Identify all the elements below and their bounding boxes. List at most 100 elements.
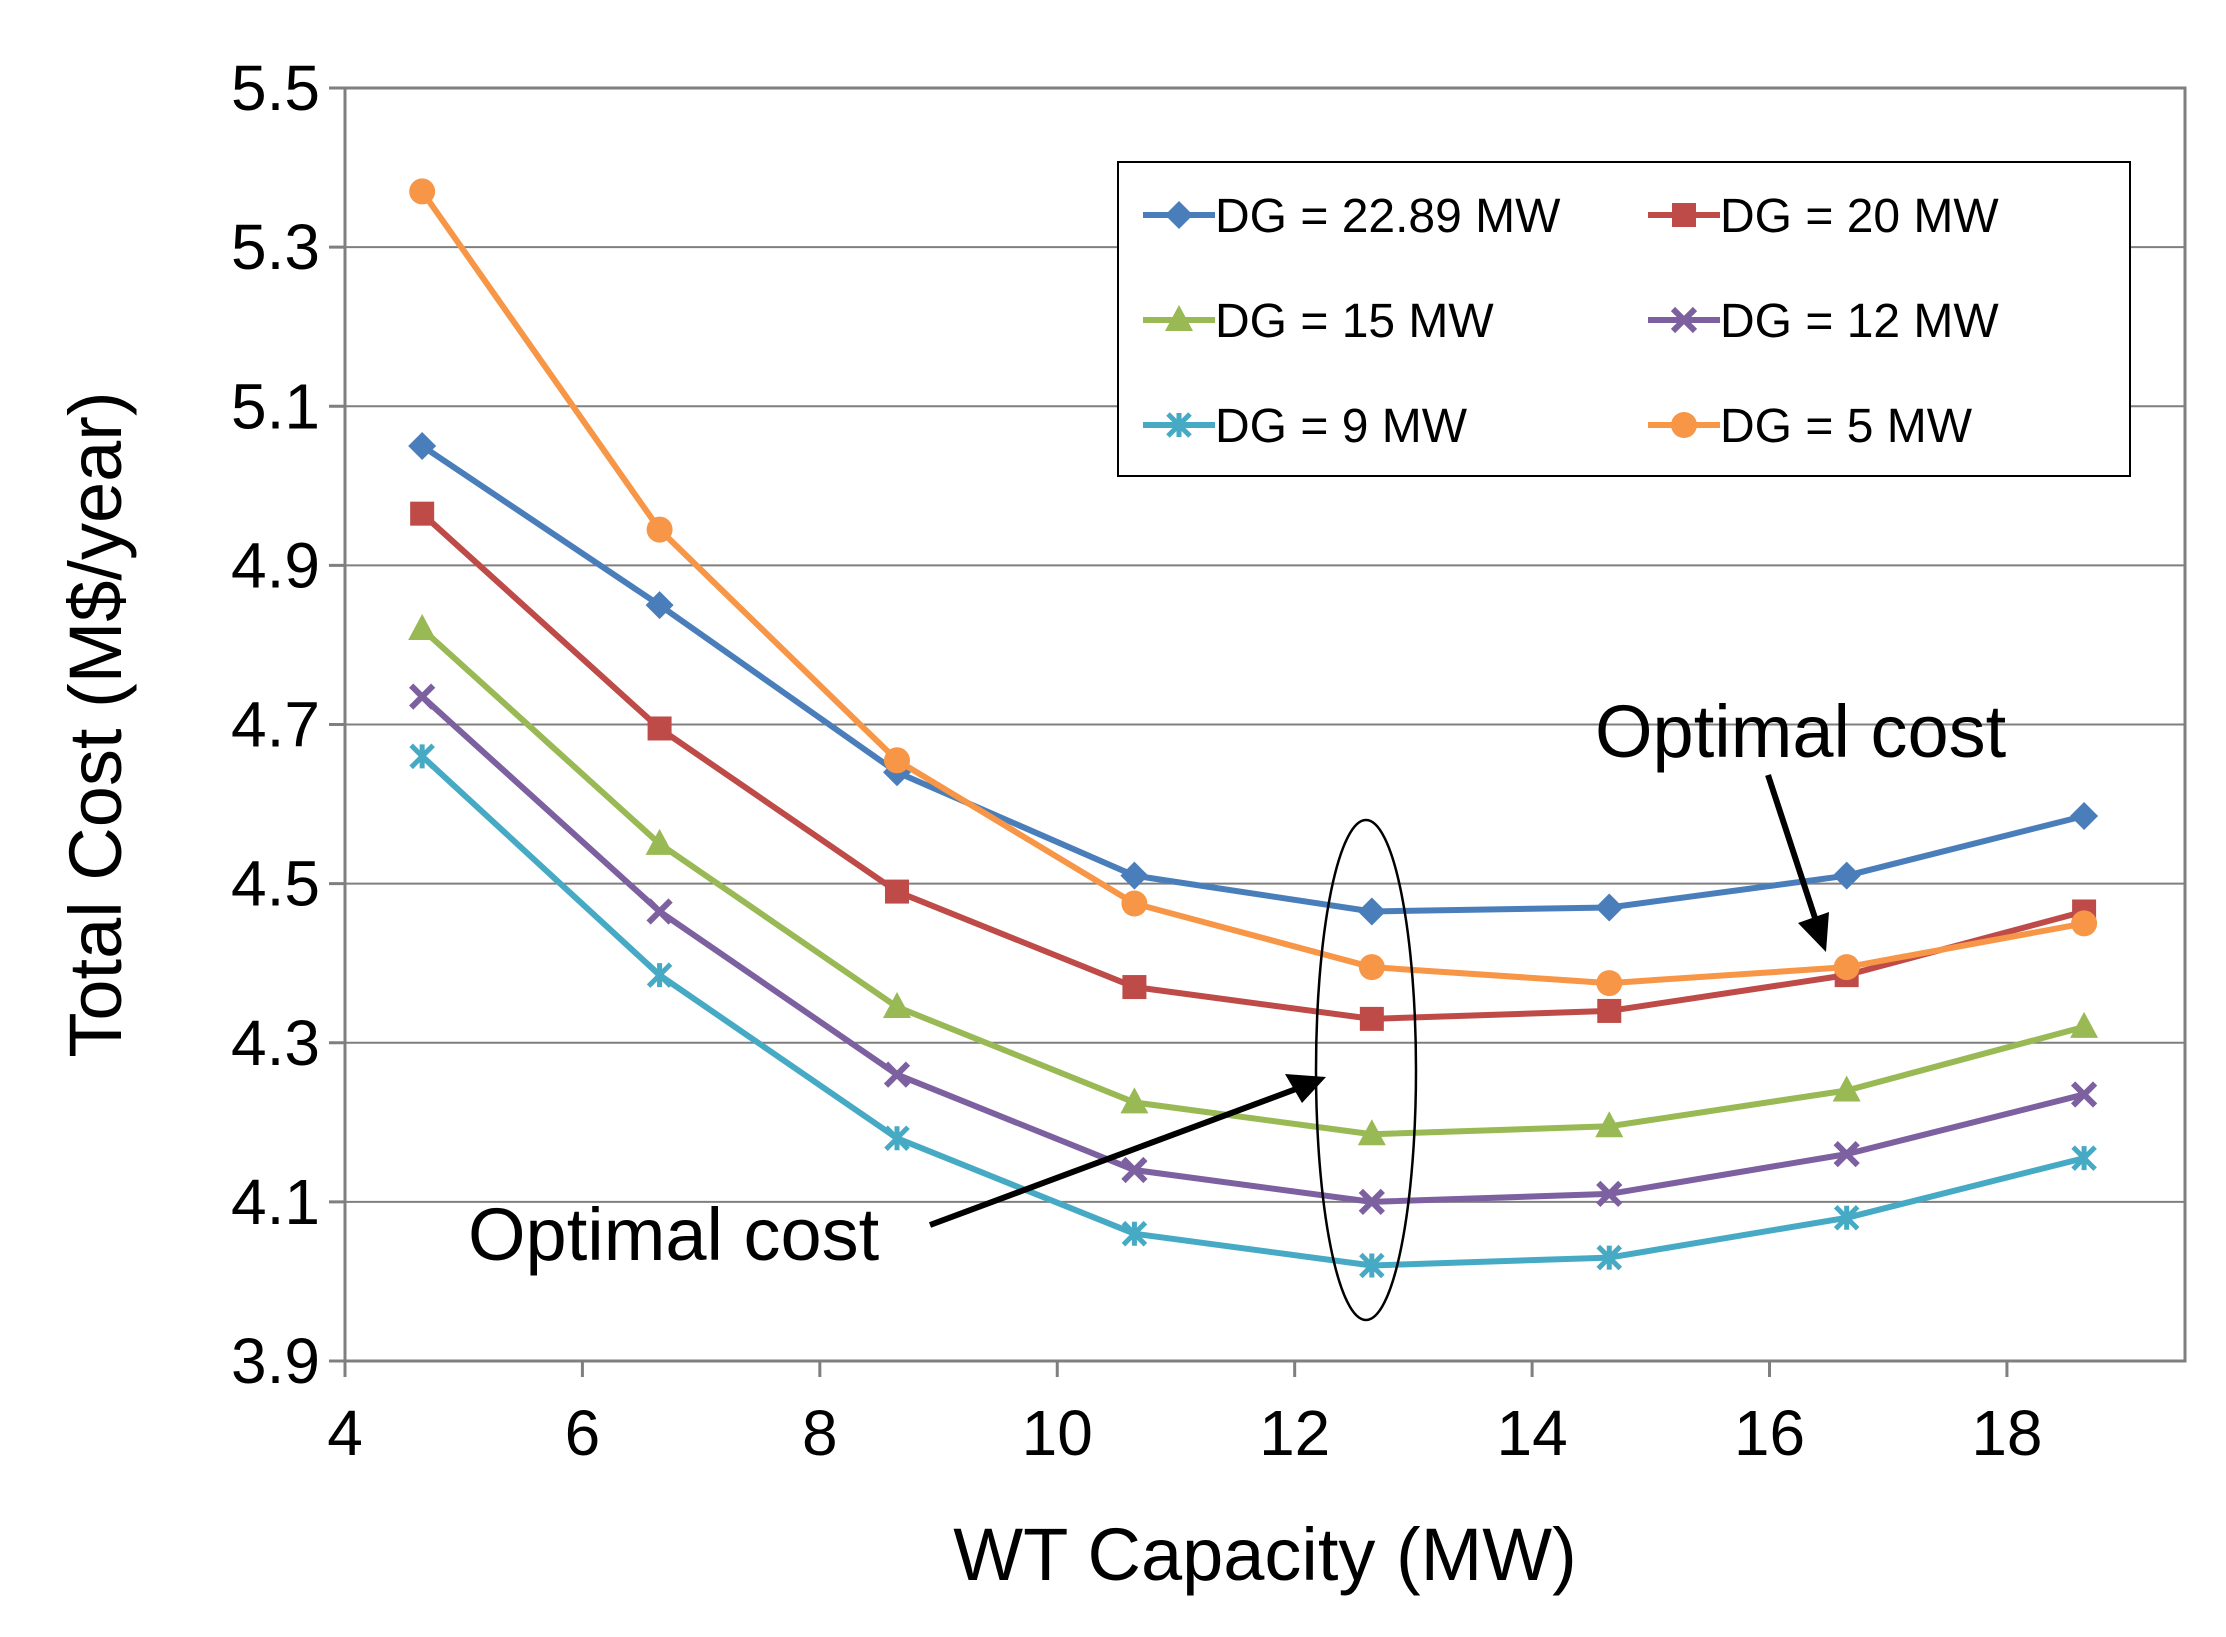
series-dg-22-89-mw	[408, 432, 2099, 926]
series-line	[420, 694, 2085, 1205]
legend-marker	[1670, 306, 1698, 334]
data-point-x	[883, 1061, 911, 1088]
x-tick-label: 16	[1734, 1397, 1805, 1469]
data-point-star	[1359, 1252, 1385, 1279]
x-tick-label: 18	[1971, 1397, 2042, 1469]
x-tick-label: 8	[802, 1397, 838, 1469]
data-point-star	[884, 1125, 910, 1151]
annotation-optimal-cost-right: Optimal cost	[1595, 690, 2007, 773]
series-line	[420, 626, 2085, 1138]
x-tick-label: 10	[1022, 1397, 1093, 1469]
optimal-cost-ellipse	[1314, 818, 1418, 1322]
data-point-circle	[409, 178, 436, 205]
legend-item: DG = 12 MW	[1648, 295, 1999, 348]
data-point-x	[1121, 1156, 1148, 1184]
data-point-diamond	[1595, 893, 1624, 922]
y-tick-label: 5.5	[231, 52, 320, 124]
series-line	[420, 511, 2085, 1022]
data-point-square	[1122, 975, 1147, 1000]
annotation-arrow-right	[1765, 774, 1819, 922]
legend-label: DG = 9 MW	[1215, 400, 1468, 453]
x-tick-label: 14	[1497, 1397, 1568, 1469]
legend-item: DG = 15 MW	[1143, 295, 1494, 348]
data-point-x	[1596, 1180, 1623, 1208]
annotation-optimal-cost-left: Optimal cost	[468, 1193, 880, 1276]
annotation-arrowhead-left	[1285, 1074, 1326, 1103]
legend-marker	[1165, 201, 1193, 229]
data-point-diamond	[2070, 801, 2099, 830]
legend-item: DG = 22.89 MW	[1143, 190, 1561, 243]
legend-label: DG = 5 MW	[1720, 400, 1973, 453]
legend-marker	[1672, 203, 1696, 227]
data-point-triangle	[1120, 1087, 1149, 1114]
data-point-square	[1597, 998, 1622, 1023]
y-tick-label: 4.7	[231, 689, 320, 761]
data-point-x	[2070, 1081, 2098, 1108]
data-point-triangle	[408, 614, 437, 641]
legend-marker	[1671, 412, 1697, 438]
legend-label: DG = 15 MW	[1215, 295, 1494, 348]
legend-label: DG = 20 MW	[1720, 190, 1999, 243]
annotation-arrow-left	[928, 1086, 1298, 1228]
annotation-arrowhead-right	[1798, 912, 1829, 952]
y-tick-label: 5.3	[231, 211, 320, 283]
data-point-star	[1121, 1220, 1148, 1247]
series-dg-12-mw	[409, 683, 2098, 1216]
y-tick-label: 4.3	[231, 1007, 320, 1079]
data-point-triangle	[883, 991, 911, 1018]
data-point-x	[409, 683, 436, 710]
series-dg-5-mw	[409, 178, 2098, 997]
data-point-x	[1833, 1141, 1860, 1168]
data-point-square	[885, 879, 909, 904]
legend-item: DG = 9 MW	[1143, 400, 1468, 453]
data-point-star	[409, 743, 435, 770]
data-point-square	[647, 716, 672, 741]
annotations: Optimal cost Optimal cost	[468, 690, 2007, 1322]
data-point-diamond	[645, 591, 674, 620]
legend-item: DG = 5 MW	[1648, 400, 1973, 453]
legend: DG = 22.89 MW DG = 20 MW DG = 15 MW DG = 12…	[1117, 161, 2131, 477]
data-point-triangle	[645, 828, 674, 855]
y-tick-label: 5.1	[231, 370, 320, 442]
y-tick-label: 4.9	[231, 529, 320, 601]
data-point-circle	[1596, 970, 1623, 997]
data-point-circle	[1121, 890, 1148, 917]
data-point-diamond	[1357, 897, 1386, 926]
series-dg-9-mw	[409, 743, 2097, 1279]
data-point-diamond	[1120, 861, 1149, 890]
legend-item: DG = 20 MW	[1648, 190, 1999, 243]
legend-label: DG = 12 MW	[1720, 295, 1999, 348]
data-point-x	[1358, 1188, 1385, 1216]
data-point-triangle	[1832, 1075, 1861, 1102]
x-axis-ticks: 4 6 8 10 12 14 16 18	[327, 1361, 2043, 1469]
data-point-star	[1596, 1244, 1623, 1271]
data-point-square	[410, 501, 435, 526]
data-point-diamond	[408, 432, 437, 461]
y-tick-label: 4.5	[231, 848, 320, 920]
y-axis-ticks: 3.9 4.1 4.3 4.5 4.7 4.9 5.1 5.3 5.5	[231, 52, 345, 1397]
x-tick-label: 12	[1259, 1397, 1330, 1469]
legend-marker	[1165, 305, 1193, 331]
data-point-circle	[1833, 954, 1860, 981]
series-line	[420, 443, 2085, 915]
x-tick-label: 4	[327, 1397, 363, 1469]
legend-box	[1117, 161, 2131, 477]
y-axis-title: Total Cost (M$/year)	[54, 391, 137, 1057]
series-group	[408, 178, 2099, 1279]
x-axis-title: WT Capacity (MW)	[953, 1513, 1577, 1596]
data-point-star	[646, 962, 673, 988]
series-line	[420, 754, 2085, 1269]
data-point-triangle	[1595, 1111, 1624, 1138]
data-point-circle	[884, 747, 910, 774]
data-point-x	[646, 898, 673, 925]
y-tick-label: 4.1	[231, 1166, 320, 1238]
data-point-triangle	[1357, 1119, 1386, 1146]
data-point-star	[2071, 1145, 2097, 1171]
series-dg-15-mw	[408, 614, 2099, 1146]
data-point-circle	[2071, 910, 2098, 937]
y-tick-label: 3.9	[231, 1325, 320, 1397]
x-tick-label: 6	[565, 1397, 601, 1469]
data-point-circle	[646, 516, 673, 543]
data-point-star	[1833, 1205, 1860, 1231]
